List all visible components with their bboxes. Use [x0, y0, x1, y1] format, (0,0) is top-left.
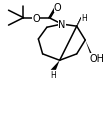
Text: H: H	[50, 70, 56, 79]
Text: N: N	[58, 20, 65, 30]
Text: H: H	[81, 14, 87, 23]
Text: O: O	[54, 3, 61, 13]
Polygon shape	[51, 61, 60, 70]
Text: O: O	[32, 14, 40, 23]
Polygon shape	[85, 41, 93, 61]
Text: OH: OH	[90, 54, 105, 64]
